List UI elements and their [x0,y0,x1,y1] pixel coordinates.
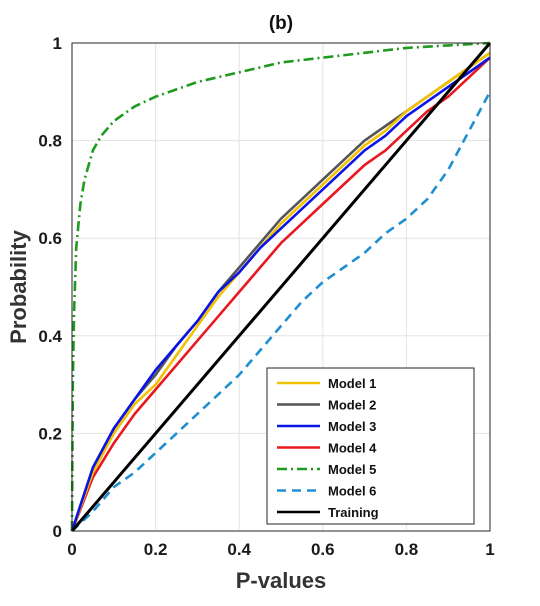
y-axis-title: Probability [6,229,31,343]
plot-frame [71,42,491,532]
legend-label: Model 2 [328,398,376,413]
x-axis-title: P-values [236,568,327,593]
series-line-model-1 [70,51,491,532]
series-line-model-3 [70,56,491,532]
x-tick-label: 0 [67,540,76,559]
x-tick-label: 1 [485,540,494,559]
legend-label: Model 1 [328,376,376,391]
x-tick-label: 0.4 [227,540,251,559]
x-tick-label: 0.2 [144,540,168,559]
legend-label: Model 4 [328,441,377,456]
chart-title: (b) [269,13,293,34]
legend-label: Model 6 [328,484,376,499]
y-tick-label: 0.8 [38,132,62,151]
legend-box [266,367,475,525]
y-tick-label: 0.4 [38,327,62,346]
legend: Model 1 Model 2 Model 3 Model 4 Model 5 Model… [266,367,475,525]
y-tick-label: 0.6 [38,229,62,248]
legend-label: Training [328,505,379,520]
legend-label: Model 5 [328,462,376,477]
legend-label: Model 3 [328,419,376,434]
y-ticks: 0 0.2 0.4 0.6 0.8 1 [38,34,62,541]
x-tick-label: 0.6 [311,540,335,559]
x-tick-label: 0.8 [395,540,419,559]
y-tick-label: 1 [53,34,62,53]
y-tick-label: 0.2 [38,424,62,443]
series-line-training [70,42,492,532]
series-line-model-4 [70,56,491,532]
x-ticks: 0 0.2 0.4 0.6 0.8 1 [67,540,494,559]
series-line-model-6 [71,91,492,532]
series-line-model-5 [70,41,491,532]
series-group [70,41,492,532]
y-tick-label: 0 [53,522,62,541]
